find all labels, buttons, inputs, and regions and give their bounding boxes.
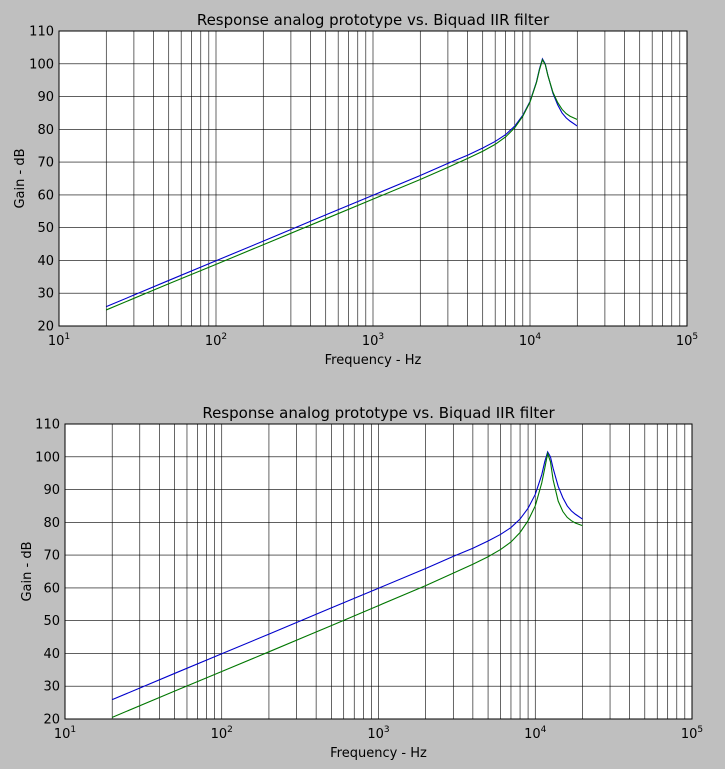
chart-title: Response analog prototype vs. Biquad IIR… — [202, 404, 555, 422]
y-tick-label: 100 — [29, 57, 54, 72]
x-tick-label: 102 — [211, 725, 233, 742]
x-tick-label: 104 — [524, 725, 547, 742]
y-tick-label: 110 — [29, 25, 54, 40]
chart-bottom: 20 30 40 50 60 70 80 90 100 110 101 102 103 104 105 Res… — [20, 404, 703, 761]
x-tick-label: 101 — [48, 332, 70, 349]
y-tick-label: 80 — [37, 123, 54, 138]
y-tick-label: 20 — [43, 713, 60, 728]
x-axis-label: Frequency - Hz — [325, 353, 422, 368]
y-tick-label: 50 — [37, 221, 54, 236]
x-tick-label: 103 — [367, 725, 389, 742]
x-gridlines — [111, 424, 686, 719]
y-gridlines — [59, 63, 687, 294]
y-tick-label: 40 — [43, 647, 60, 662]
y-tick-label: 90 — [37, 90, 54, 105]
y-tick-label: 100 — [35, 450, 60, 465]
chart-top: 20 30 40 50 60 70 80 90 100 110 101 102 103 104 105 Res… — [13, 11, 698, 368]
y-tick-label: 30 — [43, 680, 60, 695]
series-line-1 — [106, 57, 578, 308]
y-tick-label: 50 — [43, 614, 60, 629]
y-axis-label: Gain - dB — [20, 541, 35, 601]
x-tick-label: 103 — [362, 332, 384, 349]
y-tick-label: 110 — [35, 418, 60, 433]
series-line-2 — [106, 58, 578, 311]
x-tick-label: 105 — [676, 332, 698, 349]
y-gridlines — [65, 456, 692, 687]
y-axis-label: Gain - dB — [13, 148, 28, 208]
x-gridlines — [105, 31, 681, 326]
y-tick-label: 60 — [37, 188, 54, 203]
y-tick-label: 60 — [43, 581, 60, 596]
x-tick-label: 101 — [54, 725, 76, 742]
y-tick-label: 70 — [43, 549, 60, 564]
y-tick-label: 90 — [43, 483, 60, 498]
x-axis-label: Frequency - Hz — [330, 746, 427, 761]
y-tick-label: 20 — [37, 320, 54, 335]
x-tick-label: 104 — [519, 332, 542, 349]
plot-frame — [64, 423, 693, 720]
chart-title: Response analog prototype vs. Biquad IIR… — [197, 11, 550, 29]
x-tick-label: 105 — [681, 725, 703, 742]
series-line-1 — [111, 450, 583, 701]
y-tick-label: 70 — [37, 156, 54, 171]
plot-frame — [58, 30, 688, 327]
y-tick-label: 80 — [43, 516, 60, 531]
y-tick-label: 40 — [37, 254, 54, 269]
y-tick-label: 30 — [37, 287, 54, 302]
x-tick-label: 102 — [205, 332, 227, 349]
series-line-2 — [111, 451, 583, 718]
